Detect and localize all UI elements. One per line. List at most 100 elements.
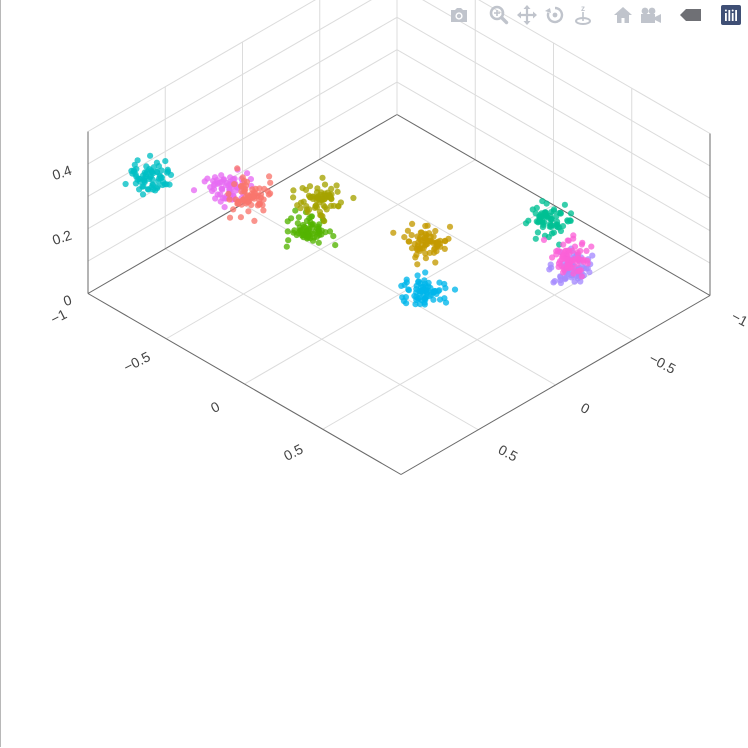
data-point[interactable]	[297, 227, 304, 235]
data-point[interactable]	[332, 242, 339, 249]
data-point[interactable]	[266, 173, 273, 180]
data-point[interactable]	[411, 240, 418, 248]
data-point[interactable]	[584, 265, 591, 272]
data-point[interactable]	[578, 273, 585, 280]
data-point[interactable]	[556, 209, 563, 217]
data-point[interactable]	[306, 183, 314, 190]
data-point[interactable]	[190, 187, 198, 194]
data-point[interactable]	[398, 282, 405, 289]
data-point[interactable]	[237, 183, 244, 190]
data-point[interactable]	[292, 207, 299, 214]
data-point[interactable]	[557, 279, 565, 287]
data-point[interactable]	[225, 190, 232, 197]
data-point[interactable]	[451, 286, 459, 293]
data-point[interactable]	[432, 227, 439, 235]
data-point[interactable]	[554, 247, 562, 254]
data-point[interactable]	[315, 239, 322, 246]
data-point[interactable]	[294, 202, 301, 209]
data-point[interactable]	[412, 254, 419, 261]
data-point[interactable]	[306, 206, 313, 213]
data-point[interactable]	[132, 171, 139, 178]
data-point[interactable]	[436, 287, 443, 294]
data-point[interactable]	[548, 209, 555, 216]
data-point[interactable]	[139, 183, 146, 190]
data-point[interactable]	[570, 232, 577, 239]
data-point[interactable]	[218, 185, 225, 192]
data-point[interactable]	[315, 223, 322, 230]
data-point[interactable]	[320, 202, 327, 209]
data-point[interactable]	[403, 276, 410, 283]
turntable-rotation-icon[interactable]: z	[570, 4, 596, 26]
data-point[interactable]	[442, 285, 449, 292]
data-point[interactable]	[560, 269, 567, 276]
data-point[interactable]	[230, 176, 237, 183]
data-point[interactable]	[559, 223, 567, 230]
data-point[interactable]	[567, 210, 575, 217]
data-point[interactable]	[420, 244, 427, 252]
data-point[interactable]	[422, 269, 429, 276]
data-point[interactable]	[532, 235, 539, 242]
data-point[interactable]	[300, 234, 307, 241]
data-point[interactable]	[312, 203, 319, 210]
data-point[interactable]	[560, 241, 567, 248]
data-point[interactable]	[414, 246, 421, 253]
data-point[interactable]	[226, 196, 233, 203]
data-point[interactable]	[321, 218, 328, 225]
data-point[interactable]	[245, 193, 252, 200]
data-point[interactable]	[256, 185, 263, 192]
data-point[interactable]	[589, 252, 596, 259]
data-point[interactable]	[254, 202, 261, 209]
data-point[interactable]	[540, 236, 548, 243]
data-point[interactable]	[162, 158, 169, 165]
data-point[interactable]	[308, 213, 315, 220]
data-point[interactable]	[414, 261, 421, 268]
point-layer[interactable]	[122, 152, 596, 308]
data-point[interactable]	[264, 188, 271, 195]
data-point[interactable]	[285, 237, 292, 244]
data-point[interactable]	[201, 178, 208, 185]
data-point[interactable]	[257, 191, 265, 198]
data-point[interactable]	[412, 301, 419, 308]
data-point[interactable]	[234, 165, 241, 172]
data-point[interactable]	[571, 243, 579, 250]
data-point[interactable]	[579, 239, 586, 246]
data-point[interactable]	[260, 207, 267, 214]
data-point[interactable]	[434, 242, 441, 249]
data-point[interactable]	[314, 185, 321, 192]
data-point[interactable]	[548, 230, 556, 237]
data-point[interactable]	[157, 173, 164, 180]
data-point[interactable]	[214, 177, 221, 184]
data-point[interactable]	[147, 152, 154, 159]
data-point[interactable]	[413, 282, 420, 289]
data-point[interactable]	[221, 204, 228, 211]
data-point[interactable]	[141, 178, 148, 186]
data-point[interactable]	[405, 286, 412, 293]
data-point[interactable]	[300, 198, 307, 205]
data-point[interactable]	[139, 191, 147, 198]
data-point[interactable]	[401, 234, 408, 241]
camera-last-save-icon[interactable]	[638, 4, 664, 26]
data-point[interactable]	[539, 219, 546, 226]
data-point[interactable]	[414, 272, 421, 279]
data-point[interactable]	[576, 267, 583, 274]
data-point[interactable]	[294, 220, 301, 227]
data-point[interactable]	[226, 214, 234, 221]
data-point[interactable]	[232, 187, 239, 194]
data-point[interactable]	[142, 170, 150, 177]
data-point[interactable]	[238, 201, 245, 208]
data-point[interactable]	[577, 247, 584, 255]
data-point[interactable]	[245, 208, 252, 215]
orbit-rotation-icon[interactable]	[542, 4, 568, 26]
data-point[interactable]	[284, 228, 291, 235]
data-point[interactable]	[290, 187, 297, 194]
data-point[interactable]	[283, 243, 290, 250]
camera-icon[interactable]	[446, 4, 472, 26]
data-point[interactable]	[430, 296, 437, 303]
data-point[interactable]	[522, 220, 530, 227]
data-point[interactable]	[337, 199, 344, 206]
data-point[interactable]	[413, 294, 420, 301]
data-point[interactable]	[237, 214, 244, 221]
data-point[interactable]	[569, 257, 577, 264]
data-point[interactable]	[242, 182, 250, 189]
